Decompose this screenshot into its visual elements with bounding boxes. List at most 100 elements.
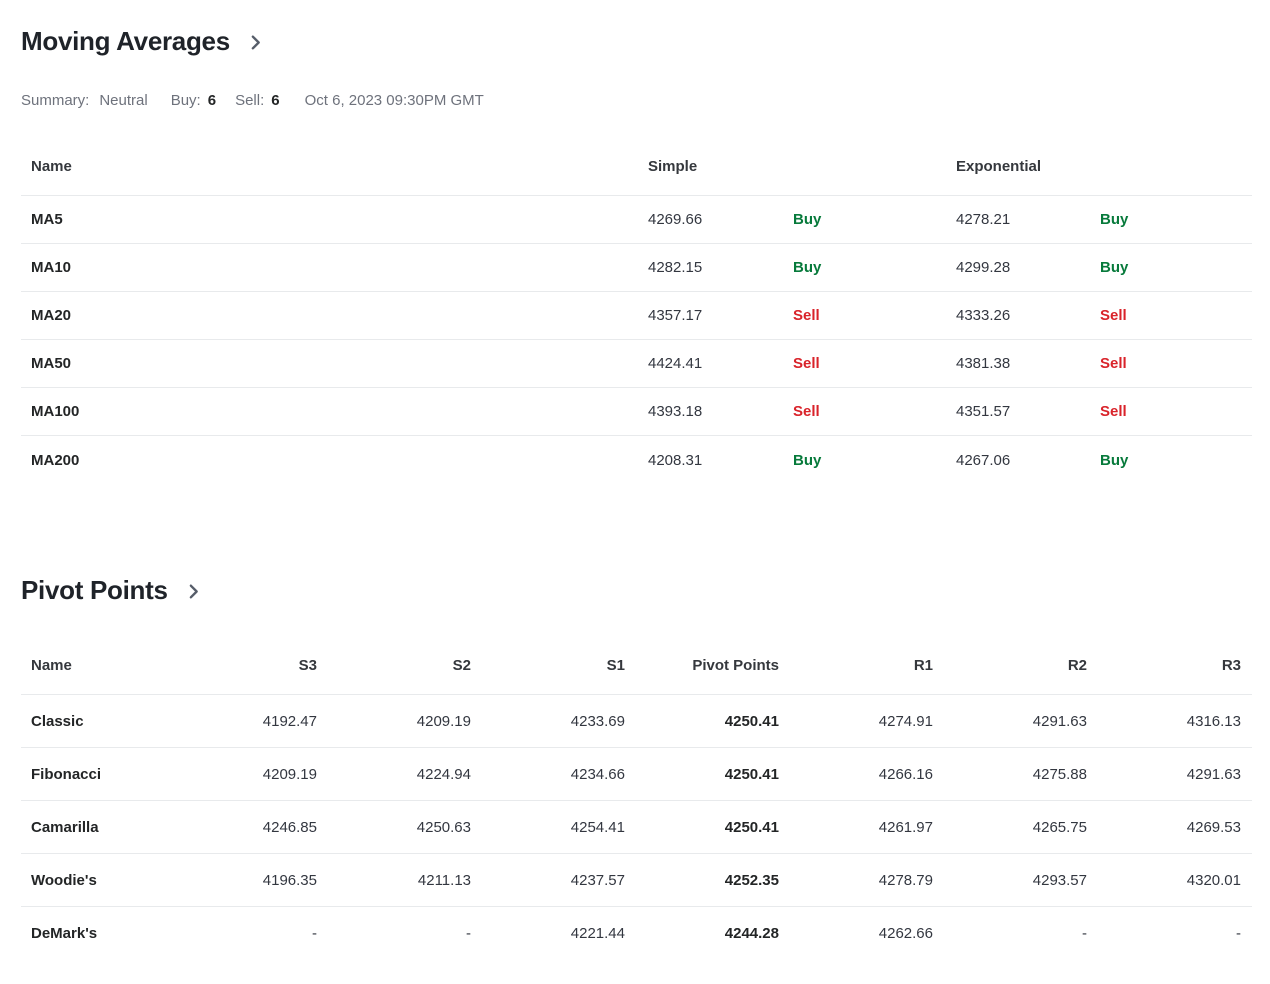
exponential-signal-cell: Buy (1100, 259, 1129, 276)
simple-value-cell: 4393.18 (648, 403, 703, 420)
moving-averages-section: Moving Averages Summary: Neutral Buy: 6 … (21, 26, 1252, 484)
table-row: DeMark's - - 4221.44 4244.28 4262.66 - - (21, 907, 1252, 960)
pivot-value-cell: 4252.35 (724, 871, 779, 889)
pivot-value-cell: 4274.91 (878, 712, 933, 730)
exponential-value-cell: 4267.06 (956, 451, 1011, 469)
simple-value-cell: 4208.31 (648, 451, 703, 469)
technical-analysis-page: Moving Averages Summary: Neutral Buy: 6 … (21, 26, 1252, 960)
pivot-header-cell: S3 (298, 657, 317, 674)
pivot-points-title[interactable]: Pivot Points (21, 574, 168, 605)
pivot-header-cell: Pivot Points (692, 657, 779, 674)
pivot-header-cell: S1 (606, 657, 625, 674)
chevron-right-icon[interactable] (247, 34, 264, 51)
pivot-header-cell: Name (31, 657, 72, 674)
exponential-signal-cell: Buy (1100, 451, 1129, 469)
exponential-signal-cell: Buy (1100, 211, 1129, 228)
pivot-value-cell: 4250.41 (724, 765, 779, 783)
pivot-name-cell: Fibonacci (31, 765, 102, 783)
pivot-value-cell: 4269.53 (1186, 818, 1241, 836)
table-row: MA200 4208.31 Buy 4267.06 Buy (21, 436, 1252, 484)
pivot-value-cell: 4192.47 (262, 712, 317, 730)
pivot-value-cell: 4262.66 (878, 925, 933, 942)
simple-signal-cell: Buy (793, 259, 822, 276)
pivot-value-cell: - (1082, 925, 1087, 942)
ma-name-cell: MA50 (31, 355, 72, 372)
simple-value-cell: 4357.17 (648, 307, 703, 324)
pivot-header-cell: R1 (913, 657, 933, 674)
simple-signal-cell: Sell (793, 307, 820, 324)
pivot-value-cell: 4316.13 (1186, 712, 1241, 730)
pivot-value-cell: 4233.69 (570, 712, 625, 730)
pivot-points-section: Pivot Points Name S3 S2 S1 Pivot Points R1 R2 R… (21, 575, 1252, 960)
exponential-signal-cell: Sell (1100, 355, 1127, 372)
exponential-value-cell: 4351.57 (956, 403, 1011, 420)
moving-averages-title[interactable]: Moving Averages (21, 25, 230, 56)
table-row: MA50 4424.41 Sell 4381.38 Sell (21, 340, 1252, 388)
pivot-points-table: Name S3 S2 S1 Pivot Points R1 R2 R3 Classic 4192… (21, 637, 1252, 960)
table-row: MA10 4282.15 Buy 4299.28 Buy (21, 244, 1252, 292)
pivot-table-header: Name S3 S2 S1 Pivot Points R1 R2 R3 (21, 637, 1252, 695)
pivot-name-cell: Classic (31, 712, 84, 730)
pivot-value-cell: - (466, 925, 471, 942)
sell-count-label: Sell: (235, 92, 265, 109)
pivot-value-cell: 4293.57 (1032, 871, 1087, 889)
ma-header-exponential: Exponential (956, 158, 1042, 175)
pivot-value-cell: 4254.41 (570, 818, 625, 836)
pivot-value-cell: 4224.94 (416, 765, 471, 783)
simple-value-cell: 4269.66 (648, 211, 703, 228)
summary-timestamp: Oct 6, 2023 09:30PM GMT (304, 92, 484, 109)
pivot-value-cell: 4261.97 (878, 818, 933, 836)
pivot-name-cell: DeMark's (31, 925, 98, 942)
buy-count-value: 6 (207, 92, 217, 109)
pivot-value-cell: 4320.01 (1186, 871, 1241, 889)
pivot-value-cell: 4275.88 (1032, 765, 1087, 783)
buy-count-label: Buy: (170, 92, 201, 109)
pivot-value-cell: 4246.85 (262, 818, 317, 836)
simple-value-cell: 4424.41 (648, 355, 703, 372)
exponential-value-cell: 4381.38 (956, 355, 1011, 372)
simple-signal-cell: Buy (793, 451, 822, 469)
pivot-value-cell: 4221.44 (570, 925, 625, 942)
table-row: MA100 4393.18 Sell 4351.57 Sell (21, 388, 1252, 436)
pivot-value-cell: 4211.13 (417, 871, 471, 889)
exponential-value-cell: 4278.21 (956, 211, 1011, 228)
simple-signal-cell: Sell (793, 403, 820, 420)
chevron-right-icon[interactable] (185, 583, 202, 600)
table-row: Fibonacci 4209.19 4224.94 4234.66 4250.41 426… (21, 748, 1252, 801)
sell-count-value: 6 (271, 92, 280, 109)
exponential-value-cell: 4333.26 (956, 307, 1011, 324)
ma-header-simple: Simple (648, 158, 698, 175)
pivot-value-cell: 4237.57 (570, 871, 625, 889)
pivot-value-cell: 4291.63 (1032, 712, 1087, 730)
pivot-value-cell: 4250.41 (724, 712, 779, 730)
pivot-value-cell: 4291.63 (1186, 765, 1241, 783)
summary-label: Summary: (21, 92, 90, 109)
ma-header-name: Name (31, 158, 72, 175)
moving-averages-table: Name Simple Exponential MA5 4269.66 Buy 427… (21, 138, 1252, 484)
pivot-name-cell: Camarilla (31, 818, 99, 836)
ma-summary-row: Summary: Neutral Buy: 6 Sell: 6 Oct 6, 2… (21, 92, 1252, 110)
simple-signal-cell: Buy (793, 211, 822, 228)
table-row: Woodie's 4196.35 4211.13 4237.57 4252.35 4278… (21, 854, 1252, 907)
table-row: Classic 4192.47 4209.19 4233.69 4250.41 4274.… (21, 695, 1252, 748)
pivot-value-cell: 4250.63 (416, 818, 471, 836)
pivot-name-cell: Woodie's (31, 871, 97, 889)
pivot-value-cell: 4250.41 (724, 818, 779, 836)
pivot-value-cell: - (1236, 925, 1241, 942)
ma-name-cell: MA20 (31, 307, 72, 324)
pivot-value-cell: 4234.66 (570, 765, 625, 783)
pivot-value-cell: 4244.28 (724, 925, 779, 942)
pivot-value-cell: 4266.16 (878, 765, 933, 783)
exponential-signal-cell: Sell (1100, 307, 1127, 324)
pivot-value-cell: 4278.79 (878, 871, 933, 889)
table-row: MA5 4269.66 Buy 4278.21 Buy (21, 196, 1252, 244)
exponential-value-cell: 4299.28 (956, 259, 1011, 276)
pivot-header-cell: R3 (1221, 657, 1241, 674)
simple-value-cell: 4282.15 (648, 259, 703, 276)
ma-name-cell: MA200 (31, 451, 80, 469)
pivot-header-cell: S2 (452, 657, 471, 674)
moving-averages-title-row: Moving Averages (21, 26, 1252, 56)
pivot-table-body: Classic 4192.47 4209.19 4233.69 4250.41 4274.… (21, 695, 1252, 960)
ma-name-cell: MA100 (31, 403, 80, 420)
table-row: MA20 4357.17 Sell 4333.26 Sell (21, 292, 1252, 340)
